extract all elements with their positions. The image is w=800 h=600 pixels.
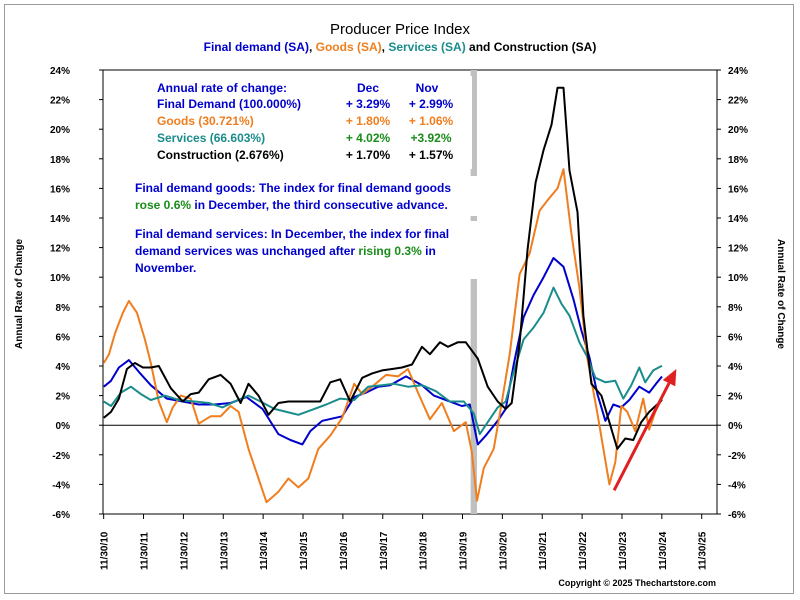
- rate-table-header: Annual rate of change:: [157, 81, 287, 95]
- y-tick-label-right: -2%: [728, 451, 746, 462]
- subtitle-part: ,: [309, 40, 316, 54]
- x-tick-label: 11/30/19: [458, 531, 469, 570]
- rate-row-nov: + 1.57%: [409, 148, 454, 162]
- y-tick-label-left: 24%: [50, 66, 70, 77]
- rate-row-label: Final Demand (100.000%): [157, 97, 301, 111]
- series-line-services: [103, 286, 663, 436]
- rate-row-nov: + 2.99%: [409, 97, 454, 111]
- y-tick-label-left: 12%: [50, 244, 70, 255]
- y-tick-label-left: 14%: [50, 214, 70, 225]
- y-tick-label-left: 22%: [50, 96, 70, 107]
- trend-arrow-head: [662, 368, 677, 387]
- y-tick-label-right: 20%: [728, 125, 748, 136]
- rate-row-label: Goods (30.721%): [157, 114, 254, 128]
- y-tick-label-right: 0%: [728, 421, 743, 432]
- y-tick-label-left: -4%: [52, 480, 70, 491]
- rate-row-dec: + 3.29%: [346, 97, 391, 111]
- annotation-goods-bg: [128, 176, 492, 216]
- x-tick-label: 11/30/11: [140, 532, 151, 570]
- annotation-services-line3: November.: [135, 261, 196, 275]
- rate-row-dec: + 1.70%: [346, 148, 391, 162]
- x-tick-label: 11/30/13: [219, 531, 230, 570]
- rate-table-col-dec: Dec: [357, 81, 379, 95]
- subtitle-part: ,: [382, 40, 389, 54]
- y-tick-label-left: 0%: [56, 421, 71, 432]
- x-tick-label: 11/30/23: [618, 531, 629, 570]
- subtitle-part: and Construction (SA): [466, 40, 597, 54]
- y-axis-label-left: Annual Rate of Change: [14, 239, 25, 349]
- rate-row-dec: + 4.02%: [346, 131, 391, 145]
- x-tick-label: 11/30/10: [100, 531, 111, 570]
- series-line-final-demand: [103, 257, 663, 446]
- y-tick-label-left: 16%: [50, 184, 70, 195]
- y-tick-label-right: 6%: [728, 332, 743, 343]
- x-tick-label: 11/30/25: [698, 531, 709, 570]
- annotation-services-bg: [128, 221, 492, 279]
- annotation-goods-highlight: rose 0.6%: [135, 198, 191, 212]
- y-tick-label-right: 2%: [728, 392, 743, 403]
- y-tick-label-left: 8%: [56, 303, 71, 314]
- y-axis-label-right: Annual Rate of Change: [775, 239, 786, 349]
- x-tick-label: 11/30/14: [259, 531, 270, 570]
- rate-row-label: Construction (2.676%): [157, 148, 284, 162]
- annotation-services-line2: demand services was unchanged after risi…: [135, 244, 436, 258]
- recession-shade: [470, 70, 477, 514]
- y-tick-label-left: 20%: [50, 125, 70, 136]
- subtitle-part: Goods (SA): [316, 40, 382, 54]
- rate-row-nov: +3.92%: [410, 131, 451, 145]
- annotation-services-part: in: [422, 244, 436, 258]
- y-tick-label-left: 2%: [56, 392, 71, 403]
- annotation-goods-line2: rose 0.6% in December, the third consecu…: [135, 198, 448, 212]
- y-tick-label-right: -4%: [728, 480, 746, 491]
- x-tick-label: 11/30/24: [658, 531, 669, 570]
- subtitle-part: Services (SA): [388, 40, 465, 54]
- y-tick-label-right: 18%: [728, 155, 748, 166]
- trend-arrow-shaft: [612, 382, 671, 492]
- x-tick-label: 11/30/18: [419, 531, 430, 570]
- y-tick-label-left: 6%: [56, 332, 71, 343]
- subtitle-part: Final demand (SA): [204, 40, 309, 54]
- y-tick-label-right: 8%: [728, 303, 743, 314]
- copyright-text: Copyright © 2025 Thechartstore.com: [558, 578, 716, 588]
- rate-row-label: Services (66.603%): [157, 131, 265, 145]
- y-tick-label-left: 18%: [50, 155, 70, 166]
- chart-subtitle: Final demand (SA), Goods (SA), Services …: [204, 40, 597, 54]
- rate-table-bg: [150, 76, 472, 169]
- y-tick-label-right: 10%: [728, 273, 748, 284]
- annotation-goods-line1: Final demand goods: The index for final …: [135, 181, 451, 195]
- annotation-goods-rest: in December, the third consecutive advan…: [191, 198, 448, 212]
- y-tick-label-right: 4%: [728, 362, 743, 373]
- rate-row-dec: + 1.80%: [346, 114, 391, 128]
- y-tick-label-right: -6%: [728, 510, 746, 521]
- chart-title: Producer Price Index: [330, 21, 471, 38]
- y-tick-label-left: 10%: [50, 273, 70, 284]
- x-tick-label: 11/30/12: [179, 531, 190, 570]
- chart-frame: [4, 4, 794, 594]
- x-tick-label: 11/30/22: [578, 531, 589, 570]
- y-tick-label-right: 16%: [728, 184, 748, 195]
- y-tick-label-right: 14%: [728, 214, 748, 225]
- y-tick-label-left: 4%: [56, 362, 71, 373]
- rate-table-col-nov: Nov: [416, 81, 439, 95]
- y-tick-label-left: -6%: [52, 510, 70, 521]
- y-tick-label-left: -2%: [52, 451, 70, 462]
- rate-row-nov: + 1.06%: [409, 114, 454, 128]
- x-tick-label: 11/30/16: [339, 531, 350, 570]
- y-tick-label-right: 22%: [728, 96, 748, 107]
- annotation-services-highlight: rising 0.3%: [358, 244, 422, 258]
- x-tick-label: 11/30/20: [498, 531, 509, 570]
- series-line-construction: [103, 86, 663, 450]
- y-tick-label-right: 24%: [728, 66, 748, 77]
- annotation-services-part: demand services was unchanged after: [135, 244, 358, 258]
- x-tick-label: 11/30/15: [299, 531, 310, 570]
- x-tick-label: 11/30/17: [379, 531, 390, 570]
- x-tick-label: 11/30/21: [538, 531, 549, 570]
- annotation-services-line1: Final demand services: In December, the …: [135, 227, 449, 241]
- y-tick-label-right: 12%: [728, 244, 748, 255]
